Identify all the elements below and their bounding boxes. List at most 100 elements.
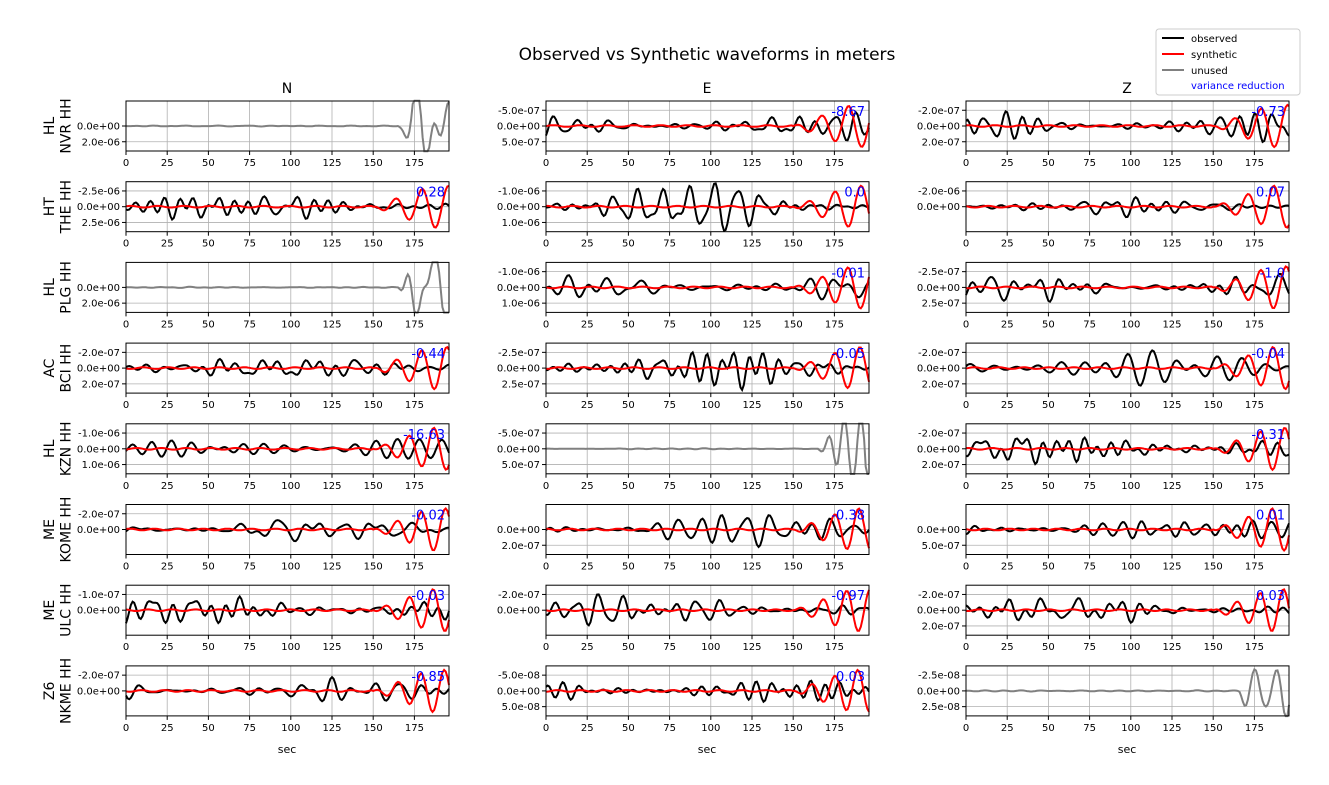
panel-r6-c2: 2.0e-07 0.0e+00 -2.0e-07 0 25 50 75 100 125 150 17… bbox=[917, 584, 1290, 653]
row-network-label: ME bbox=[42, 519, 58, 540]
legend-label-variance-reduction: variance reduction bbox=[1191, 81, 1285, 92]
x-tick-label: 75 bbox=[663, 642, 676, 653]
y-tick-label: -1.0e-07 bbox=[78, 590, 120, 601]
x-tick-label: 150 bbox=[784, 239, 803, 250]
x-tick-label: 75 bbox=[663, 562, 676, 573]
observed-trace bbox=[965, 195, 1290, 219]
panel-r6-c0: 0.0e+00 -1.0e-07 0 25 50 75 100 125 150 175 -0.03 bbox=[77, 584, 450, 653]
x-tick-label: 75 bbox=[663, 239, 676, 250]
variance-reduction-label: -0.97 bbox=[831, 589, 865, 604]
panel-frame bbox=[125, 504, 450, 555]
synthetic-trace bbox=[125, 345, 450, 391]
x-tick-label: 150 bbox=[1204, 239, 1223, 250]
y-tick-label: 0.0e+00 bbox=[917, 525, 960, 536]
row-label-3: ACBCI HH bbox=[42, 344, 74, 393]
synthetic-trace bbox=[125, 588, 450, 632]
y-tick-label: 0.0e+00 bbox=[497, 444, 540, 455]
x-tick-label: 175 bbox=[825, 642, 844, 653]
x-tick-label: 150 bbox=[1204, 319, 1223, 330]
y-tick-label: -5.0e-08 bbox=[498, 671, 540, 682]
x-tick-label: 175 bbox=[825, 158, 844, 169]
observed-trace bbox=[965, 109, 1290, 144]
x-tick-label: 100 bbox=[701, 723, 720, 734]
y-tick-label: -2.5e-07 bbox=[498, 348, 540, 359]
y-tick-label: -1.0e-06 bbox=[498, 267, 540, 278]
row-station-label: NVR HH bbox=[58, 98, 74, 153]
synthetic-trace bbox=[965, 184, 1290, 229]
panel-frame bbox=[965, 504, 1290, 555]
row-label-4: HLKZN HH bbox=[42, 421, 74, 476]
x-tick-label: 150 bbox=[784, 642, 803, 653]
x-tick-label: 75 bbox=[1083, 158, 1096, 169]
panel-r3-c1: 2.5e-07 0.0e+00 -2.5e-07 0 25 50 75 100 125 150 17… bbox=[497, 342, 870, 411]
x-tick-label: 125 bbox=[742, 400, 761, 411]
x-tick-label: 75 bbox=[1083, 723, 1096, 734]
synthetic-trace bbox=[546, 507, 870, 551]
unused-trace bbox=[125, 99, 450, 153]
panel-r4-c1: 5.0e-07 0.0e+00 -5.0e-07 0 25 50 75 100 125 150 17… bbox=[497, 422, 870, 492]
x-tick-label: 175 bbox=[825, 481, 844, 492]
legend-label-unused: unused bbox=[1191, 66, 1228, 77]
x-tick-label: 75 bbox=[243, 723, 256, 734]
panel-frame bbox=[545, 342, 870, 394]
x-tick-label: 25 bbox=[1001, 562, 1014, 573]
x-tick-label: 175 bbox=[1245, 319, 1264, 330]
x-tick-label: 100 bbox=[1121, 319, 1140, 330]
x-tick-label: 100 bbox=[701, 158, 720, 169]
x-tick-label: 75 bbox=[1083, 400, 1096, 411]
unused-trace bbox=[126, 261, 449, 314]
x-tick-label: 175 bbox=[405, 642, 424, 653]
y-tick-label: -2.0e-07 bbox=[918, 106, 960, 117]
row-station-label: ULC HH bbox=[58, 584, 74, 637]
x-tick-label: 100 bbox=[281, 319, 300, 330]
x-tick-label: 125 bbox=[742, 158, 761, 169]
x-tick-label: 175 bbox=[1245, 562, 1264, 573]
synthetic-trace bbox=[545, 668, 870, 713]
x-tick-label: 0 bbox=[123, 319, 129, 330]
x-tick-label: 150 bbox=[1204, 562, 1223, 573]
y-tick-label: 0.0e+00 bbox=[77, 686, 120, 697]
x-tick-label: 150 bbox=[784, 723, 803, 734]
panel-r7-c2: 2.5e-08 0.0e+00 -2.5e-08 0 25 50 75 100 125 150 17… bbox=[917, 665, 1290, 734]
x-tick-label: 0 bbox=[963, 239, 969, 250]
x-tick-label: 25 bbox=[161, 319, 174, 330]
x-tick-label: 75 bbox=[243, 481, 256, 492]
y-tick-label: 0.0e+00 bbox=[917, 122, 960, 133]
panel-frame bbox=[125, 584, 450, 636]
x-tick-label: 100 bbox=[281, 562, 300, 573]
x-tick-label: 100 bbox=[281, 481, 300, 492]
x-tick-label: 75 bbox=[1083, 481, 1096, 492]
variance-reduction-label: 0.0 bbox=[844, 186, 865, 201]
x-tick-label: 150 bbox=[364, 642, 383, 653]
x-tick-label: 175 bbox=[405, 158, 424, 169]
x-tick-label: 50 bbox=[1042, 562, 1055, 573]
x-tick-label: 75 bbox=[243, 400, 256, 411]
x-tick-label: 100 bbox=[281, 400, 300, 411]
y-tick-label: -2.0e-07 bbox=[78, 509, 120, 520]
x-tick-label: 75 bbox=[243, 642, 256, 653]
synthetic-trace bbox=[545, 266, 870, 310]
x-tick-label: 100 bbox=[281, 723, 300, 734]
y-tick-label: 0.0e+00 bbox=[77, 283, 120, 294]
x-tick-label: 125 bbox=[322, 481, 341, 492]
synthetic-trace bbox=[966, 588, 1290, 632]
x-tick-label: 25 bbox=[161, 481, 174, 492]
row-label-1: HTTHE HH bbox=[42, 180, 74, 234]
panel-r5-c1: 2.0e-07 0.0e+00 0 25 50 75 100 125 150 175 -0.38 bbox=[497, 504, 870, 573]
y-tick-label: -2.0e-07 bbox=[918, 429, 960, 440]
x-tick-label: 125 bbox=[742, 723, 761, 734]
y-tick-label: 1.0e-06 bbox=[502, 299, 540, 310]
x-tick-label: 125 bbox=[1162, 319, 1181, 330]
x-tick-label: 150 bbox=[364, 239, 383, 250]
x-tick-label: 100 bbox=[701, 400, 720, 411]
x-tick-label: 75 bbox=[1083, 319, 1096, 330]
synthetic-trace bbox=[545, 589, 870, 632]
x-tick-label: 0 bbox=[123, 481, 129, 492]
y-tick-label: 0.0e+00 bbox=[497, 122, 540, 133]
x-tick-label: 175 bbox=[405, 400, 424, 411]
observed-trace bbox=[545, 593, 870, 627]
panel-r2-c0: 2.0e-06 0.0e+00 0 25 50 75 100 125 150 175 bbox=[77, 261, 450, 330]
x-tick-label: 75 bbox=[243, 158, 256, 169]
y-tick-label: -2.0e-06 bbox=[918, 186, 960, 197]
x-tick-label: 50 bbox=[1042, 642, 1055, 653]
